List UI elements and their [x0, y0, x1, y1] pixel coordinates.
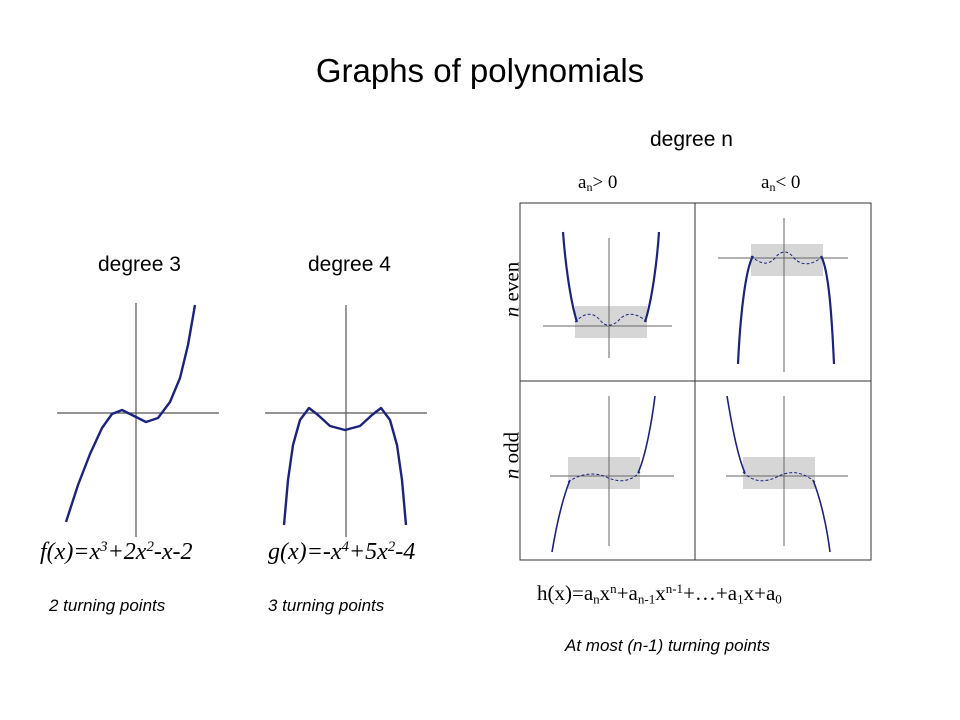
row-label-text: odd	[499, 431, 524, 469]
general-note: At most (n-1) turning points	[565, 636, 771, 655]
formula-part: x+a	[743, 581, 776, 605]
row-label-odd: n odd	[500, 416, 525, 496]
curve-right	[812, 479, 831, 553]
degree4-graph	[265, 305, 427, 537]
formula-part: h(x)=a	[537, 581, 594, 605]
n-symbol: n	[499, 468, 524, 480]
cell-odd-positive	[550, 395, 674, 553]
column-label-negative: an< 0	[761, 172, 800, 194]
curve-left	[561, 231, 579, 323]
dashed-middle	[574, 313, 648, 326]
curve-right	[637, 395, 656, 474]
formula-part: +a	[616, 581, 638, 605]
formula-part: -x-2	[153, 539, 193, 565]
formula-part: x	[599, 581, 611, 605]
an-inequality: < 0	[775, 172, 801, 193]
hidden-region-box	[575, 306, 647, 338]
degree-n-grid	[519, 202, 872, 561]
curve-left	[726, 395, 746, 474]
formula-exponent: 3	[100, 538, 108, 555]
an-symbol: a	[578, 172, 587, 193]
hidden-region-box	[751, 244, 823, 276]
curve-right	[643, 231, 661, 323]
dashed-middle	[750, 251, 824, 265]
degree3-formula: f(x)=x3+2x2-x-2	[40, 539, 193, 566]
formula-part: -4	[395, 539, 416, 565]
degree3-note: 2 turning points	[49, 596, 166, 615]
formula-subscript: n	[593, 591, 600, 607]
row-label-even: n even	[500, 250, 525, 330]
formula-exponent: n	[610, 580, 617, 596]
formula-part: +5x	[348, 539, 388, 565]
formula-part: +…+a	[683, 581, 738, 605]
formula-part: +2x	[107, 539, 147, 565]
dashed-middle	[742, 471, 816, 483]
degree4-formula: g(x)=-x4+5x2-4	[268, 539, 415, 566]
formula-exponent: 2	[387, 538, 396, 555]
hidden-region-box	[568, 457, 640, 489]
formula-subscript: n-1	[637, 591, 656, 607]
formula-subscript: 0	[775, 591, 782, 607]
degree3-curve	[64, 304, 197, 523]
formula-part: f(x)=x	[40, 539, 101, 565]
degree-n-heading: degree n	[650, 128, 733, 152]
formula-subscript: 1	[737, 591, 744, 607]
an-subscript: n	[769, 180, 776, 194]
formula-exponent: n-1	[665, 580, 684, 596]
degree3-graph	[57, 303, 219, 537]
hidden-region-box	[743, 457, 815, 489]
formula-exponent: 2	[146, 538, 154, 555]
an-inequality: > 0	[592, 172, 618, 193]
degree4-heading: degree 4	[308, 253, 391, 276]
n-symbol: n	[499, 306, 524, 318]
formula-exponent: 4	[341, 538, 349, 555]
general-formula: h(x)=anxn+an-1xn-1+…+a1x+a0	[537, 581, 782, 606]
degree-n-heading-text: degree n	[650, 128, 733, 151]
dashed-middle	[567, 471, 641, 483]
an-symbol: a	[761, 172, 770, 193]
curve-left	[551, 479, 571, 553]
row-label-text: even	[499, 261, 524, 307]
degree4-curve	[282, 406, 408, 526]
degree3-heading: degree 3	[98, 253, 181, 276]
page-title: Graphs of polynomials	[315, 52, 645, 89]
cell-even-negative	[718, 218, 848, 372]
curve-left	[736, 255, 754, 365]
formula-part: x	[655, 581, 666, 605]
formula-part: g(x)=-x	[268, 539, 342, 565]
an-subscript: n	[586, 180, 593, 194]
curve-right	[820, 255, 836, 365]
degree4-note: 3 turning points	[268, 596, 385, 615]
cell-even-positive	[543, 231, 672, 358]
cell-odd-negative	[726, 395, 848, 553]
column-label-positive: an> 0	[578, 172, 617, 194]
